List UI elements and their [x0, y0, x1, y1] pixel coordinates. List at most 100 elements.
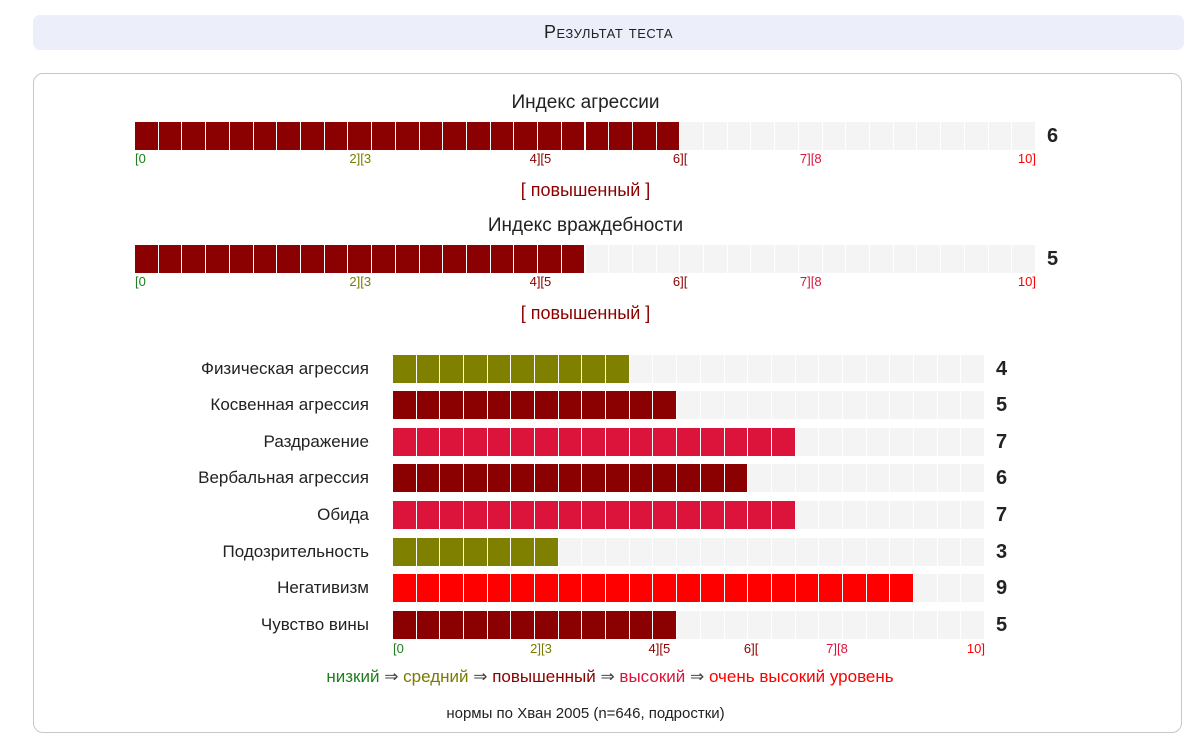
index-hostility-value: 5 [1047, 248, 1059, 270]
scale-tick: 2][3 [530, 641, 552, 656]
scale-tick: 2][3 [349, 151, 372, 166]
bar-segment [538, 245, 562, 273]
scale-tick: [0 [135, 151, 146, 166]
bar-segment [443, 122, 467, 150]
result-card [33, 73, 1182, 733]
index-aggression-value: 6 [1047, 125, 1059, 147]
bar-segment [300, 122, 325, 150]
legend-item: высокий [619, 667, 686, 686]
bar-segment [182, 245, 207, 273]
bar-segment [135, 245, 159, 273]
bar-segment [917, 122, 942, 150]
bar-segment [988, 245, 1013, 273]
bar-segment [419, 122, 444, 150]
bar-segment [490, 122, 515, 150]
bar-segment [561, 122, 586, 150]
scale-tick: 6][ [743, 641, 759, 656]
bar-segment [514, 245, 539, 273]
legend-item: низкий [326, 667, 380, 686]
bar-segment [253, 122, 278, 150]
bar-segment [490, 245, 515, 273]
bar-segment [751, 245, 776, 273]
bar-segment [964, 245, 989, 273]
bar-segment [277, 122, 301, 150]
legend-arrow: ⇒ [379, 667, 404, 686]
bar-segment [656, 122, 681, 150]
level-legend: низкий ⇒ средний ⇒ повышенный ⇒ высокий … [135, 667, 1085, 687]
legend-arrow: ⇒ [595, 667, 620, 686]
result-title: Результат теста [543, 22, 674, 42]
bar-segment [300, 245, 325, 273]
scale-tick: 4][5 [648, 641, 671, 656]
index-aggression-title: Индекс агрессии [511, 92, 660, 113]
scale-tick: 2][3 [349, 274, 372, 289]
bar-segment [229, 122, 254, 150]
scale-tick: 7][8 [799, 151, 822, 166]
bar-segment [941, 245, 965, 273]
bar-segment [1012, 245, 1036, 273]
subscale-scale: [0 2][3 4][5 6][7][8 10] [393, 641, 985, 657]
bar-segment [1012, 122, 1036, 150]
index-hostility-verdict: [ повышенный ] [520, 303, 651, 323]
norms-note: нормы по Хван 2005 (n=646, подростки) [446, 705, 725, 722]
bar-segment [609, 245, 633, 273]
bar-segment [348, 245, 373, 273]
legend-item: средний [403, 667, 469, 686]
scale-tick: 6][ [672, 274, 688, 289]
bar-segment [704, 122, 728, 150]
bar-segment [822, 245, 847, 273]
bar-segment [798, 122, 823, 150]
bar-segment [727, 245, 752, 273]
scale-tick: 4][5 [529, 151, 552, 166]
bar-segment [632, 245, 657, 273]
bar-segment [680, 122, 705, 150]
bar-segment [419, 245, 444, 273]
index-aggression-verdict: [ повышенный ] [520, 180, 651, 200]
bar-segment [206, 122, 230, 150]
bar-segment [751, 122, 776, 150]
bar-segment [277, 245, 301, 273]
bar-segment [632, 122, 657, 150]
bar-segment [158, 122, 183, 150]
bar-segment [704, 245, 728, 273]
bar-segment [466, 245, 491, 273]
bar-segment [324, 122, 349, 150]
scale-tick: 10] [966, 641, 985, 656]
legend-arrow: ⇒ [685, 667, 709, 686]
bar-segment [348, 122, 373, 150]
bar-segment [798, 245, 823, 273]
bar-segment [917, 245, 942, 273]
bar-segment [609, 122, 633, 150]
bar-segment [988, 122, 1013, 150]
bar-segment [158, 245, 183, 273]
bar-segment [182, 122, 207, 150]
bar-segment [443, 245, 467, 273]
bar-segment [395, 122, 420, 150]
bar-segment [893, 122, 918, 150]
bar-segment [680, 245, 705, 273]
bar-segment [870, 122, 894, 150]
index-aggression-bar [135, 122, 1036, 150]
bar-segment [372, 122, 396, 150]
bar-segment [775, 245, 799, 273]
scale-tick: 4][5 [529, 274, 552, 289]
bar-segment [846, 122, 871, 150]
bar-segment [941, 122, 965, 150]
bar-segment [514, 122, 539, 150]
index-aggression-scale: [0 2][3 4][5 6][ 7][8 10] [135, 151, 1036, 167]
bar-segment [466, 122, 491, 150]
index-hostility-scale: [0 2][3 4][5 6][7][8 10] [135, 274, 1036, 290]
scale-tick: 10] [1017, 151, 1036, 166]
bar-segment [775, 122, 799, 150]
bar-segment [253, 245, 278, 273]
legend-item: очень высокий уровень [708, 667, 894, 686]
scale-tick: 6][ [672, 151, 688, 166]
bar-segment [395, 245, 420, 273]
scale-tick: [0 [393, 641, 404, 656]
bar-segment [324, 245, 349, 273]
bar-segment [585, 245, 610, 273]
scale-tick: 10] [1017, 274, 1036, 289]
index-hostility-title: Индекс враждебности [487, 215, 684, 236]
bar-segment [206, 245, 230, 273]
bar-segment [561, 245, 586, 273]
